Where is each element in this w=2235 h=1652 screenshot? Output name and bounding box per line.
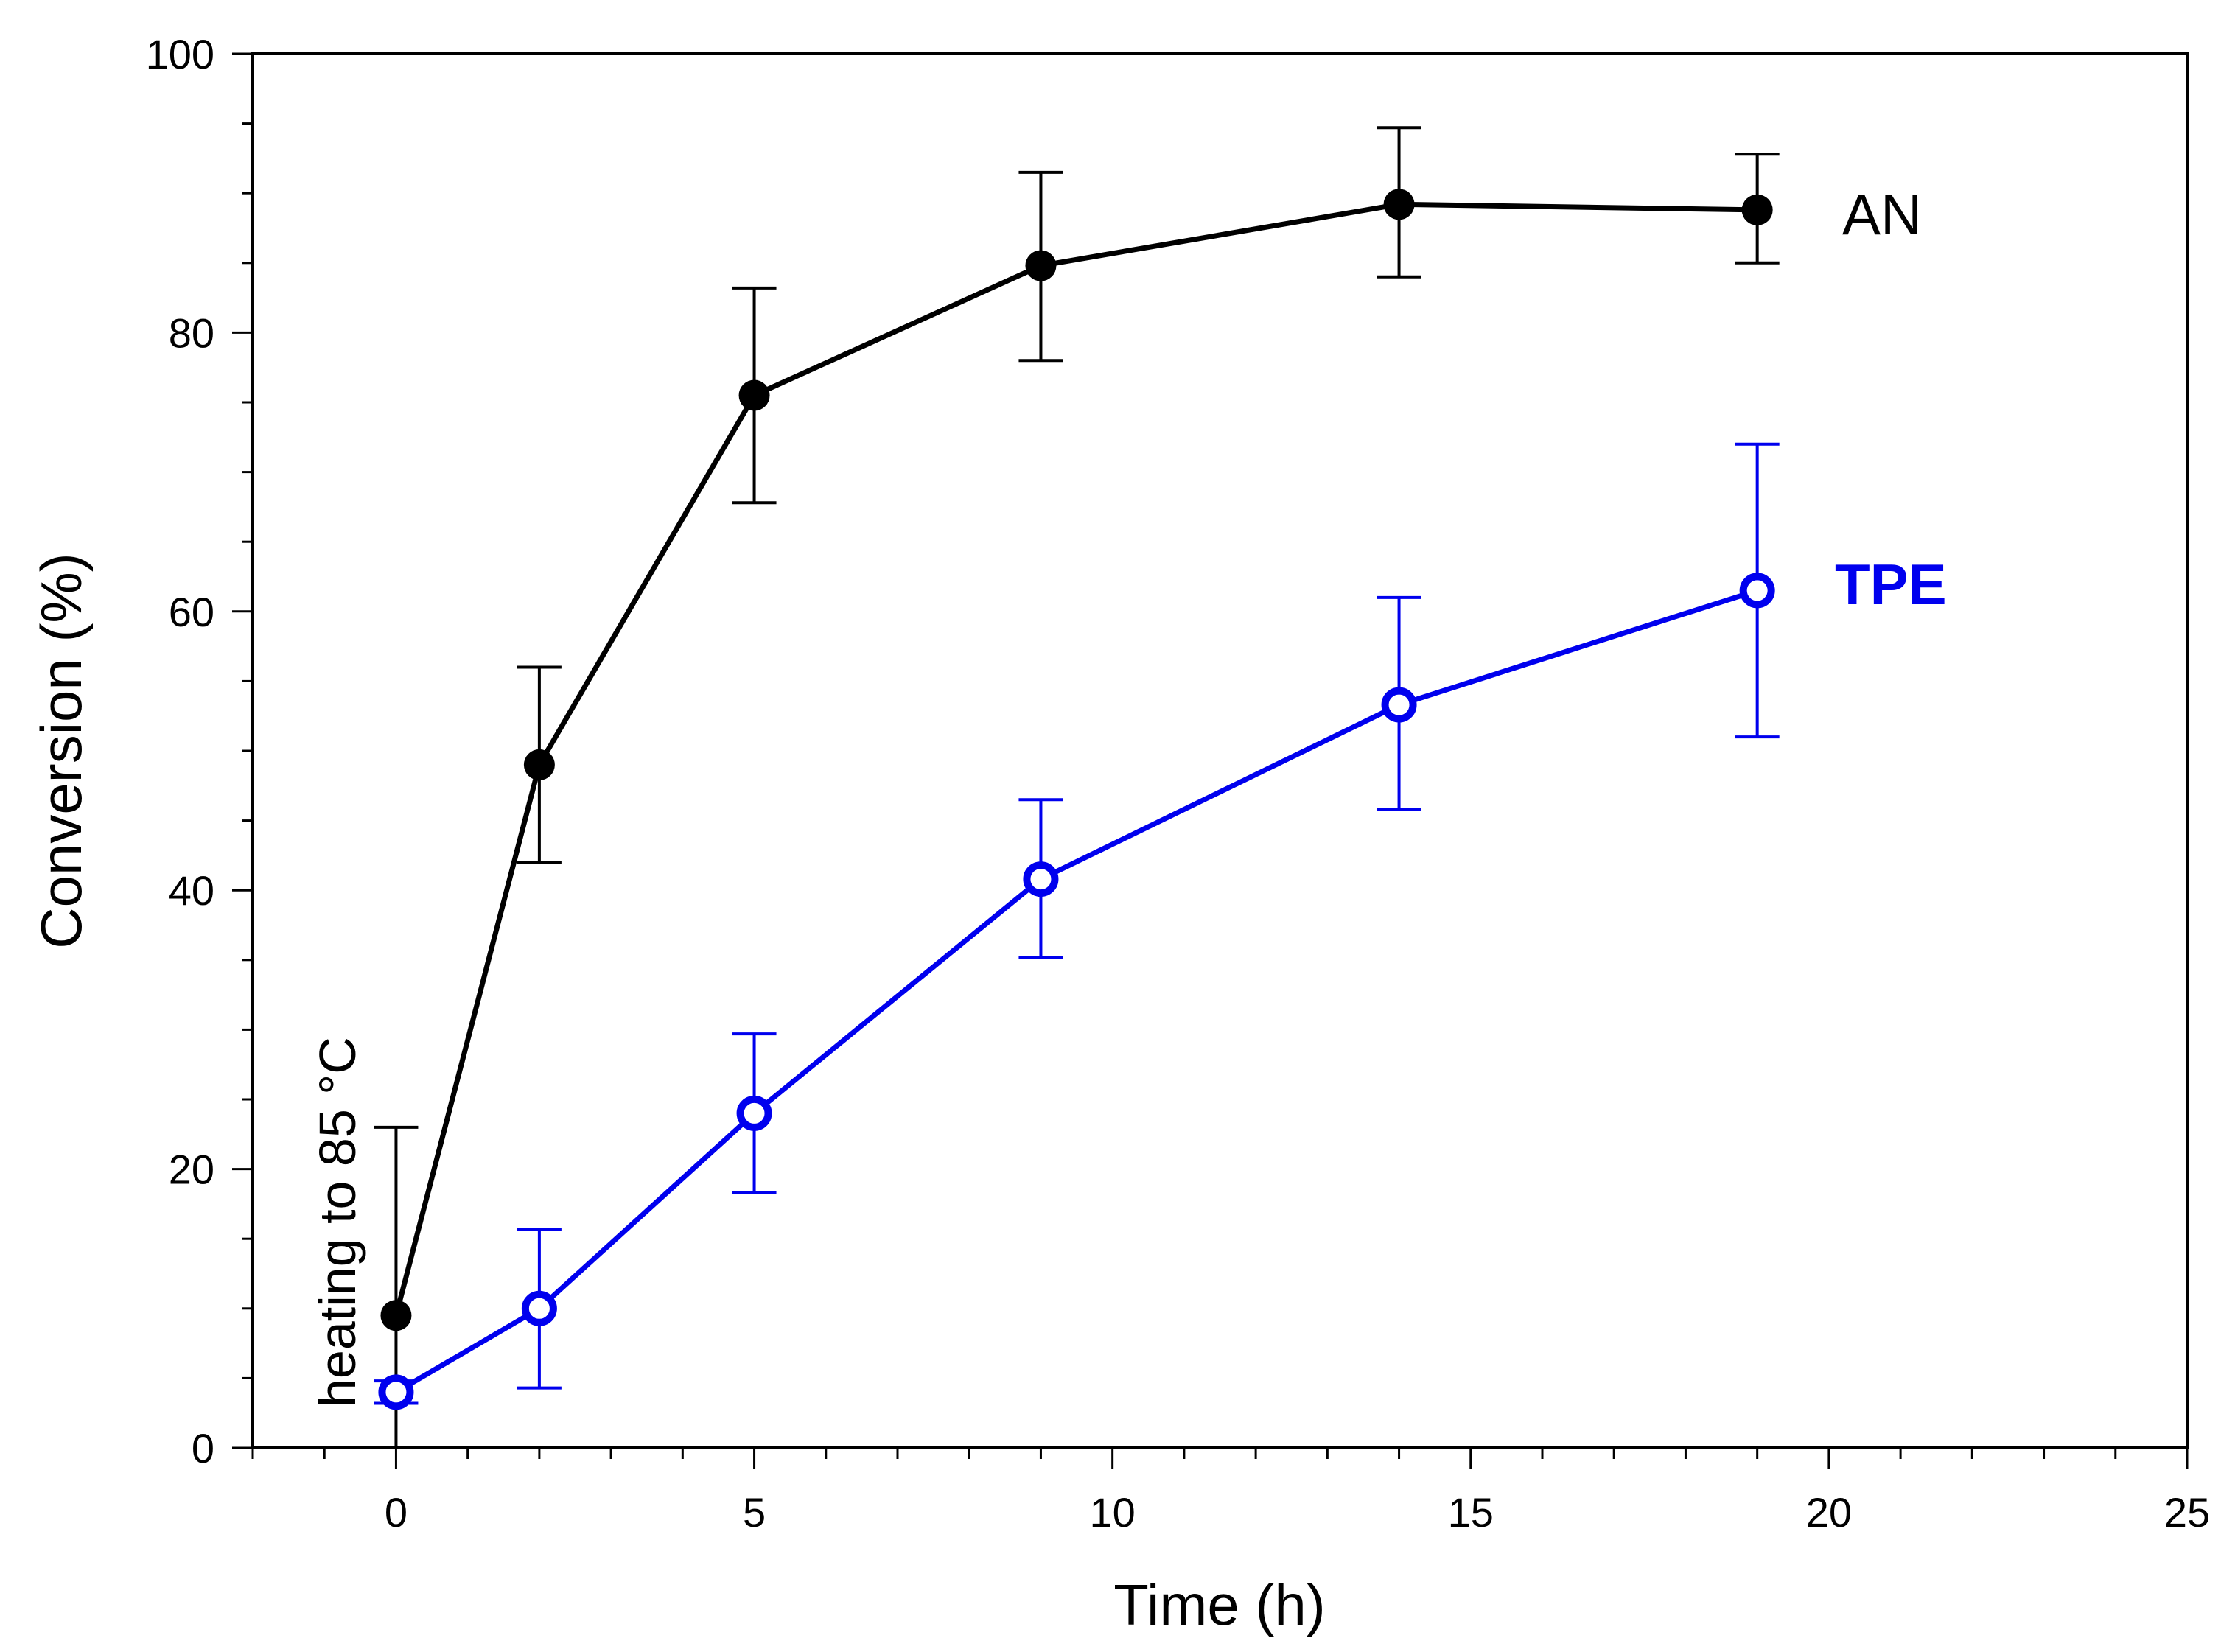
x-tick-label: 20 — [1806, 1489, 1852, 1536]
data-point-an — [1025, 250, 1057, 281]
data-point-tpe — [1739, 573, 1775, 609]
series-tpe — [374, 442, 1780, 1410]
x-tick-label: 15 — [1448, 1489, 1494, 1536]
tick-labels: 0 5 10 15 20 25 0 20 40 60 80 100 — [146, 31, 2211, 1536]
y-tick-label: 40 — [169, 867, 214, 914]
x-tick-label: 0 — [385, 1489, 408, 1536]
heating-annotation: heating to 85 °C — [309, 1037, 366, 1407]
x-tick-label: 10 — [1090, 1489, 1136, 1536]
data-point-tpe — [378, 1374, 414, 1410]
series-line-an — [394, 201, 1757, 1317]
y-axis-title: Conversion (%) — [29, 553, 94, 949]
data-point-an — [1741, 194, 1773, 225]
data-point-tpe — [521, 1290, 557, 1326]
data-point-tpe — [1381, 687, 1417, 723]
x-tick-label: 5 — [743, 1489, 766, 1536]
data-point-tpe — [1023, 861, 1059, 897]
series-label-an: AN — [1842, 182, 1922, 247]
y-tick-label: 0 — [192, 1425, 214, 1471]
y-tick-label: 20 — [169, 1147, 214, 1193]
y-tick-label: 60 — [169, 589, 214, 635]
data-point-an — [523, 749, 555, 780]
series-an — [374, 126, 1780, 1449]
series-line-tpe — [394, 588, 1758, 1395]
series-layer — [374, 126, 1780, 1449]
axis-ticks — [232, 52, 2189, 1469]
data-point-an — [1383, 189, 1415, 220]
data-point-an — [380, 1300, 412, 1331]
data-point-tpe — [736, 1095, 772, 1131]
x-tick-label: 25 — [2164, 1489, 2210, 1536]
series-label-tpe: TPE — [1835, 552, 1947, 617]
y-tick-label: 80 — [169, 309, 214, 356]
data-point-an — [738, 379, 770, 411]
y-tick-label: 100 — [146, 31, 214, 77]
x-axis-title: Time (h) — [1113, 1572, 1325, 1637]
